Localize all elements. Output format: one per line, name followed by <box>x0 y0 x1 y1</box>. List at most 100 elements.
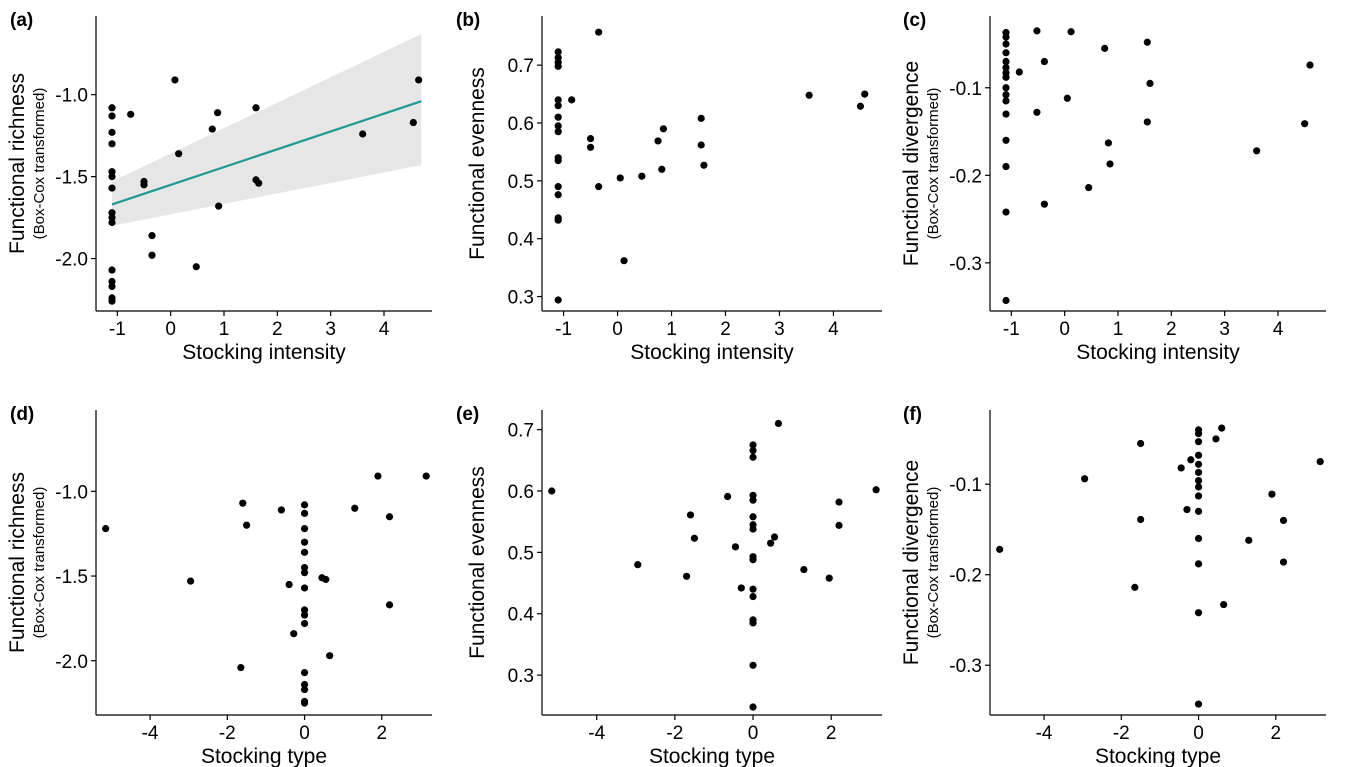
data-point <box>300 584 309 592</box>
y-tick-label: -2.0 <box>55 652 88 673</box>
x-tick-label: 0 <box>748 723 759 744</box>
data-point <box>1002 64 1010 72</box>
data-point <box>595 28 603 36</box>
data-point <box>1104 139 1112 147</box>
data-point <box>359 130 367 138</box>
data-point <box>996 545 1004 553</box>
panel-c: (c) -1 0 1 2 3 4 -0.1 -0.2 -0.3 Stocking intensity… <box>900 10 1326 364</box>
data-point <box>300 509 309 517</box>
x-tick-label: -4 <box>1036 723 1053 744</box>
data-point <box>409 118 417 127</box>
panel-letter: (e) <box>456 404 479 425</box>
data-point <box>415 76 423 84</box>
data-point <box>422 472 430 480</box>
panel-letter: (f) <box>903 404 922 425</box>
panel-d: (d) -4 -2 0 2 -1.0 -1.5 -2.0 Stocking type Functi… <box>6 404 432 767</box>
data-point <box>554 216 562 224</box>
data-point <box>1187 456 1195 464</box>
x-tick-label: 3 <box>774 319 785 340</box>
data-point <box>1194 534 1203 543</box>
data-point <box>1194 460 1203 468</box>
data-point <box>300 606 309 614</box>
data-point <box>127 110 135 118</box>
data-point <box>108 128 116 136</box>
y-tick-label: -1.5 <box>55 168 88 189</box>
data-point <box>774 419 783 428</box>
panel-f: (f) -4 -2 0 2 -0.1 -0.2 -0.3 Stocking type Functi… <box>900 404 1326 767</box>
data-point <box>658 165 666 173</box>
data-point <box>237 663 245 672</box>
x-axis-title: Stocking intensity <box>630 341 794 364</box>
data-point <box>620 257 628 265</box>
data-point <box>554 191 562 199</box>
data-point <box>300 680 309 689</box>
data-point <box>171 76 179 84</box>
y-tick-label: -1.0 <box>55 86 88 107</box>
data-point <box>322 575 330 584</box>
y-axis-title: Functional divergence <box>900 460 923 665</box>
x-tick-label: -2 <box>219 723 236 744</box>
x-tick-label: 0 <box>1059 319 1070 340</box>
y-tick-label: -0.1 <box>949 79 982 100</box>
data-point <box>1194 507 1203 515</box>
data-point <box>108 218 116 227</box>
y-tick-label: 0.4 <box>508 605 535 626</box>
data-point <box>654 137 662 145</box>
data-point <box>800 565 808 574</box>
x-tick-label: 2 <box>720 319 731 340</box>
data-point <box>586 135 595 143</box>
data-point <box>1002 33 1010 41</box>
data-point <box>554 113 562 121</box>
data-point <box>1194 483 1203 491</box>
y-tick-label: -0.3 <box>949 656 982 677</box>
data-point <box>1306 61 1314 69</box>
data-point <box>1085 183 1093 192</box>
x-axis-title: Stocking intensity <box>182 341 346 364</box>
data-point <box>835 498 843 506</box>
data-point <box>140 181 148 189</box>
data-point <box>1081 475 1089 483</box>
data-point <box>749 556 757 564</box>
y-axis-title: Functional evenness <box>466 466 489 659</box>
trend-line <box>111 100 422 206</box>
y-axis-subtitle: (Box-Cox transformed) <box>31 487 48 639</box>
data-point <box>351 504 359 512</box>
data-point <box>749 619 757 627</box>
data-point <box>1067 28 1075 36</box>
confidence-band <box>112 34 422 226</box>
data-point <box>697 114 705 122</box>
data-point <box>1040 57 1048 66</box>
data-point <box>1194 468 1203 477</box>
data-point <box>554 96 562 104</box>
data-point <box>1279 558 1288 566</box>
data-point <box>148 251 156 259</box>
data-point <box>102 525 110 533</box>
data-point <box>1194 700 1203 708</box>
y-tick-label: -2.0 <box>55 250 88 271</box>
y-axis-subtitle: (Box-Cox transformed) <box>925 487 942 639</box>
data-point <box>1002 296 1010 305</box>
data-point <box>697 141 705 149</box>
y-tick-label: -1.0 <box>55 482 88 503</box>
y-tick-label: 0.6 <box>508 482 534 503</box>
panel-b: (b) -1 0 1 2 3 4 0.3 0.4 0.5 0.6 0.7 Stocking intens… <box>456 10 882 364</box>
data-point <box>1143 38 1151 46</box>
data-point <box>638 172 646 180</box>
x-tick-label: 0 <box>612 319 623 340</box>
data-point <box>108 112 116 120</box>
y-axis-title: Functional divergence <box>900 61 923 266</box>
data-point <box>1253 147 1261 155</box>
data-point <box>805 91 813 99</box>
panel-a: (a) -1 0 1 2 3 4 -1.0 -1.5 -2.0 Stocking intensity… <box>6 10 432 364</box>
data-point <box>554 296 562 304</box>
data-point <box>835 521 843 529</box>
data-point <box>1194 560 1203 568</box>
data-point <box>1183 505 1191 514</box>
data-point <box>1194 429 1203 438</box>
data-point <box>1002 49 1010 57</box>
data-point <box>554 122 562 130</box>
data-point <box>1106 160 1114 168</box>
data-point <box>1194 451 1203 459</box>
x-tick-label: 2 <box>272 319 283 340</box>
